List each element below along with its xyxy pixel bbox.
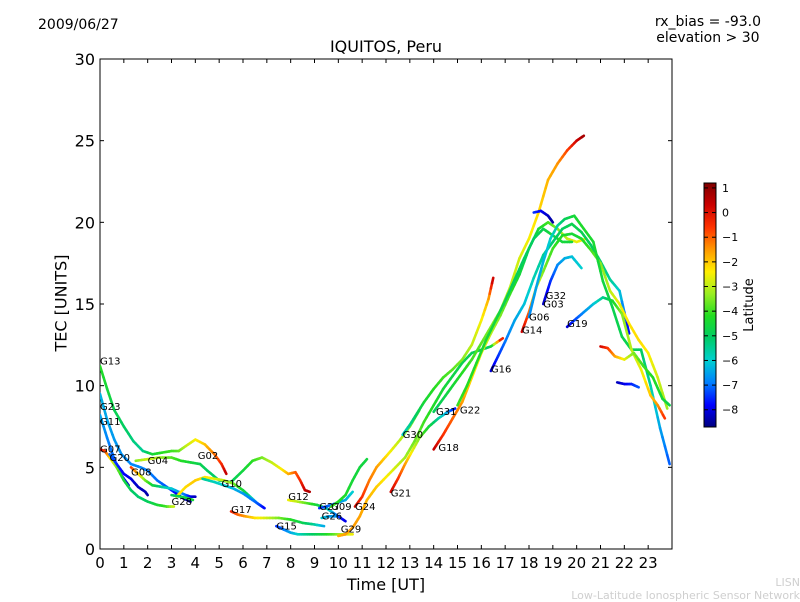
series-segment bbox=[658, 418, 660, 429]
series-segment bbox=[620, 291, 622, 302]
series-label-g09: G09 bbox=[331, 502, 351, 513]
series-label-g21: G21 bbox=[391, 489, 411, 500]
y-tick-label: 5 bbox=[85, 458, 95, 477]
colorbar-tick-label: −6 bbox=[722, 354, 738, 367]
series-segment bbox=[225, 471, 226, 473]
colorbar-label: Latitude bbox=[742, 278, 757, 332]
colorbar-tick-label: −7 bbox=[722, 379, 738, 392]
x-tick-label: 6 bbox=[238, 554, 248, 572]
x-tick-label: 8 bbox=[286, 554, 296, 572]
series-segment bbox=[660, 428, 662, 437]
x-tick-label: 11 bbox=[353, 554, 372, 572]
series-label-g22: G22 bbox=[460, 405, 480, 416]
series-label-g11: G11 bbox=[100, 417, 120, 428]
colorbar-tick-label: 0 bbox=[722, 207, 729, 220]
series-segment bbox=[663, 415, 665, 418]
series-segment bbox=[648, 377, 650, 386]
series-label-g12: G12 bbox=[288, 492, 308, 503]
x-tick-label: 21 bbox=[591, 554, 610, 572]
series-label-g32: G32 bbox=[546, 291, 566, 302]
x-tick-label: 7 bbox=[262, 554, 272, 572]
x-tick-label: 2 bbox=[143, 554, 153, 572]
series-segment bbox=[579, 265, 581, 268]
series-label-g30: G30 bbox=[403, 430, 423, 441]
colorbar-tick-label: −2 bbox=[722, 256, 738, 269]
series-label-g14: G14 bbox=[522, 325, 542, 336]
colorbar-tick-label: −4 bbox=[722, 305, 738, 318]
series-label-g02: G02 bbox=[198, 451, 218, 462]
x-tick-label: 12 bbox=[376, 554, 395, 572]
y-tick-label: 15 bbox=[75, 295, 95, 314]
series-label-g31: G31 bbox=[436, 407, 456, 418]
x-tick-label: 16 bbox=[472, 554, 491, 572]
y-tick-label: 25 bbox=[75, 132, 95, 151]
series-label-g23: G23 bbox=[100, 402, 120, 413]
series-segment bbox=[500, 338, 503, 340]
colorbar-tick-label: 1 bbox=[722, 182, 729, 195]
series-segment bbox=[344, 520, 345, 521]
series-segment bbox=[365, 459, 367, 461]
colorbar-tick-label: −1 bbox=[722, 231, 738, 244]
series-label-g29: G29 bbox=[341, 525, 361, 536]
series-segment bbox=[492, 278, 493, 283]
y-tick-label: 30 bbox=[75, 50, 95, 69]
series-label-g13: G13 bbox=[100, 356, 120, 367]
x-tick-label: 1 bbox=[119, 554, 129, 572]
x-tick-label: 19 bbox=[543, 554, 562, 572]
y-tick-label: 20 bbox=[75, 213, 95, 232]
x-tick-label: 22 bbox=[615, 554, 634, 572]
x-tick-label: 3 bbox=[167, 554, 177, 572]
series-label-g10: G10 bbox=[222, 479, 242, 490]
series-segment bbox=[263, 507, 264, 508]
series-segment bbox=[655, 407, 657, 418]
series-label-g06: G06 bbox=[529, 312, 549, 323]
series-track-29 bbox=[601, 346, 670, 405]
series-g22 bbox=[458, 229, 572, 405]
series-label-g17: G17 bbox=[231, 505, 251, 516]
series-segment bbox=[665, 446, 667, 455]
series-segment bbox=[596, 252, 598, 262]
series-label-g15: G15 bbox=[276, 521, 296, 532]
colorbar-tick-label: −5 bbox=[722, 330, 738, 343]
series-segment bbox=[582, 136, 584, 137]
y-tick-label: 0 bbox=[85, 540, 95, 559]
x-tick-label: 20 bbox=[567, 554, 586, 572]
x-tick-label: 10 bbox=[329, 554, 348, 572]
series-label-g16: G16 bbox=[491, 365, 511, 376]
series-segment bbox=[667, 455, 669, 464]
x-tick-label: 9 bbox=[310, 554, 320, 572]
x-tick-label: 0 bbox=[95, 554, 105, 572]
series-segment bbox=[552, 221, 553, 223]
colorbar bbox=[704, 183, 716, 427]
x-tick-label: 17 bbox=[496, 554, 515, 572]
x-tick-label: 15 bbox=[448, 554, 467, 572]
series-label-g28: G28 bbox=[172, 497, 192, 508]
series-label-g08: G08 bbox=[131, 468, 151, 479]
x-tick-label: 23 bbox=[639, 554, 658, 572]
x-tick-label: 14 bbox=[424, 554, 443, 572]
series-label-g24: G24 bbox=[355, 502, 375, 513]
y-tick-label: 10 bbox=[75, 377, 95, 396]
x-tick-label: 5 bbox=[214, 554, 224, 572]
series-segment bbox=[668, 404, 670, 406]
series-segment bbox=[147, 494, 148, 495]
colorbar-tick-label: −8 bbox=[722, 404, 738, 417]
series-segment bbox=[641, 350, 643, 359]
series-label-g19: G19 bbox=[567, 319, 587, 330]
x-tick-label: 4 bbox=[191, 554, 201, 572]
colorbar-tick-label: −3 bbox=[722, 281, 738, 294]
x-tick-label: 13 bbox=[400, 554, 419, 572]
x-tick-label: 18 bbox=[519, 554, 538, 572]
series-label-g26: G26 bbox=[322, 512, 342, 523]
series-segment bbox=[662, 437, 664, 446]
series-segment bbox=[351, 492, 353, 494]
series-segment bbox=[637, 386, 639, 387]
series-label-g18: G18 bbox=[438, 443, 458, 454]
series-label-g04: G04 bbox=[148, 456, 168, 467]
series-label-g20: G20 bbox=[110, 453, 130, 464]
series-track-30 bbox=[617, 382, 638, 387]
